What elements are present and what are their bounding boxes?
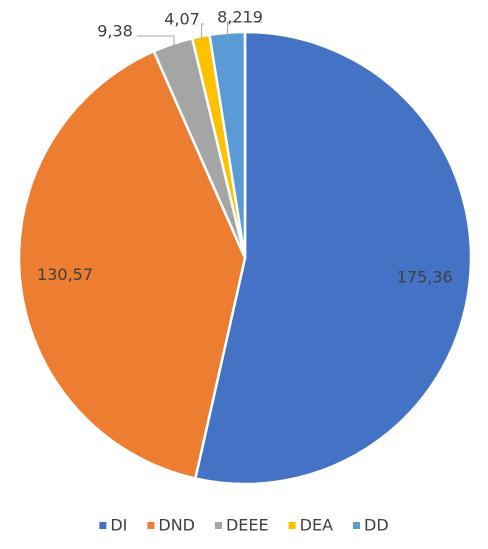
leader-line <box>137 35 175 48</box>
legend-swatch <box>99 522 107 529</box>
legend-label: DND <box>158 516 195 535</box>
leader-line <box>227 21 262 37</box>
data-label: 130,57 <box>37 265 93 284</box>
legend-label: DEA <box>300 516 333 535</box>
data-label: 4,07 <box>164 10 200 29</box>
legend-swatch <box>353 522 361 529</box>
data-label: 175,36 <box>397 268 453 287</box>
legend-swatch <box>147 522 155 529</box>
legend-swatch <box>214 522 222 529</box>
legend-swatch <box>288 522 296 529</box>
pie-slice <box>193 30 473 486</box>
data-label: 9,38 <box>97 22 133 41</box>
legend-label: DEEE <box>226 516 269 535</box>
data-label: 8,219 <box>217 8 263 27</box>
leader-line <box>201 23 204 41</box>
legend-label: DD <box>364 516 389 535</box>
pie-slice <box>17 49 247 480</box>
legend-label: DI <box>110 516 127 535</box>
